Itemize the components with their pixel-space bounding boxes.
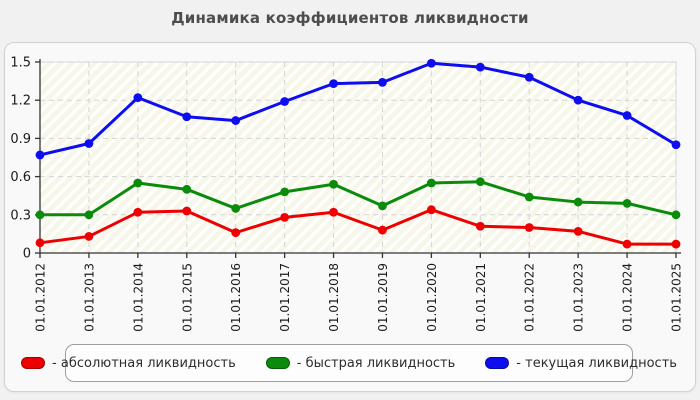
data-point (84, 139, 94, 148)
data-point (573, 197, 583, 207)
data-point (426, 58, 436, 68)
data-point (622, 111, 632, 120)
chart-panel: 0 0.3 0.6 0.9 1.2 1.5 01.01.2012 01.01.2013 01.0… (4, 42, 696, 392)
data-point (84, 232, 94, 241)
y-tick-label: 1.5 (10, 56, 31, 71)
data-point (280, 97, 290, 106)
liquidity-chart-svg: 0 0.3 0.6 0.9 1.2 1.5 01.01.2012 01.01.2013 01.0… (10, 56, 684, 332)
x-tick-label: 01.01.2024 (621, 263, 635, 332)
data-point (622, 239, 632, 249)
legend-label: - быстрая ликвидность (296, 355, 456, 371)
x-tick-label: 01.01.2014 (131, 263, 145, 332)
data-point (231, 116, 241, 125)
y-tick-label: 1.2 (10, 94, 31, 109)
legend-swatch-icon (485, 357, 510, 369)
data-point (182, 206, 192, 216)
chart-legend: - абсолютная ликвидность - быстрая ликвид… (21, 344, 677, 382)
data-point (378, 77, 387, 87)
data-point (280, 187, 290, 197)
x-tick-label: 01.01.2023 (572, 263, 586, 332)
x-tick-label: 01.01.2016 (229, 263, 243, 332)
legend-swatch-icon (21, 357, 46, 369)
data-point (329, 79, 338, 89)
data-point (133, 207, 143, 217)
data-point (133, 178, 143, 188)
data-point (671, 210, 681, 220)
x-tick-label: 01.01.2021 (474, 263, 488, 332)
x-tick-label: 01.01.2025 (670, 263, 684, 332)
data-point (182, 112, 192, 122)
x-tick-label: 01.01.2022 (523, 263, 537, 332)
data-point (35, 150, 45, 160)
data-point (671, 140, 681, 150)
data-point (329, 207, 338, 217)
y-tick-label: 0.9 (10, 132, 31, 147)
data-point (329, 179, 338, 189)
data-point (84, 210, 94, 220)
data-point (426, 205, 436, 215)
data-point (524, 72, 534, 82)
data-point (280, 212, 290, 222)
data-point (231, 204, 241, 213)
data-point (35, 238, 45, 248)
data-point (426, 178, 436, 188)
series-line-2 (38, 61, 678, 157)
chart-title: Динамика коэффициентов ликвидности (171, 9, 529, 27)
y-tick-label: 0 (23, 247, 31, 262)
data-point (182, 184, 192, 194)
y-tick-label: 0.6 (10, 170, 31, 185)
data-point (573, 226, 583, 236)
legend-item-1: - быстрая ликвидность (265, 355, 456, 371)
legend-label: - абсолютная ликвидность (52, 355, 236, 371)
data-point (524, 223, 534, 232)
data-point (622, 198, 632, 208)
plot-area (39, 61, 677, 254)
x-tick-label: 01.01.2012 (34, 263, 48, 332)
data-point (475, 177, 485, 187)
data-point (524, 192, 534, 202)
x-tick-label: 01.01.2013 (82, 263, 96, 332)
x-tick-label: 01.01.2015 (180, 263, 194, 332)
data-point (475, 62, 485, 72)
x-tick-label: 01.01.2019 (376, 263, 390, 332)
x-tick-label: 01.01.2020 (425, 263, 439, 332)
series-line-1 (38, 180, 678, 217)
legend-item-0: - абсолютная ликвидность (21, 356, 236, 371)
x-tick-label: 01.01.2017 (278, 263, 292, 332)
data-point (475, 221, 485, 231)
data-point (378, 225, 387, 235)
legend-item-2: - текущая ликвидность (485, 356, 677, 371)
data-point (133, 93, 143, 103)
series-line-0 (38, 208, 678, 246)
y-tick-label: 0.3 (10, 208, 31, 223)
data-point (573, 95, 583, 105)
legend-swatch-icon (265, 357, 290, 369)
legend-label: - текущая ликвидность (516, 355, 677, 371)
data-point (378, 201, 387, 211)
data-point (35, 210, 45, 220)
data-point (671, 239, 681, 249)
data-point (231, 228, 241, 238)
x-tick-label: 01.01.2018 (327, 263, 341, 332)
